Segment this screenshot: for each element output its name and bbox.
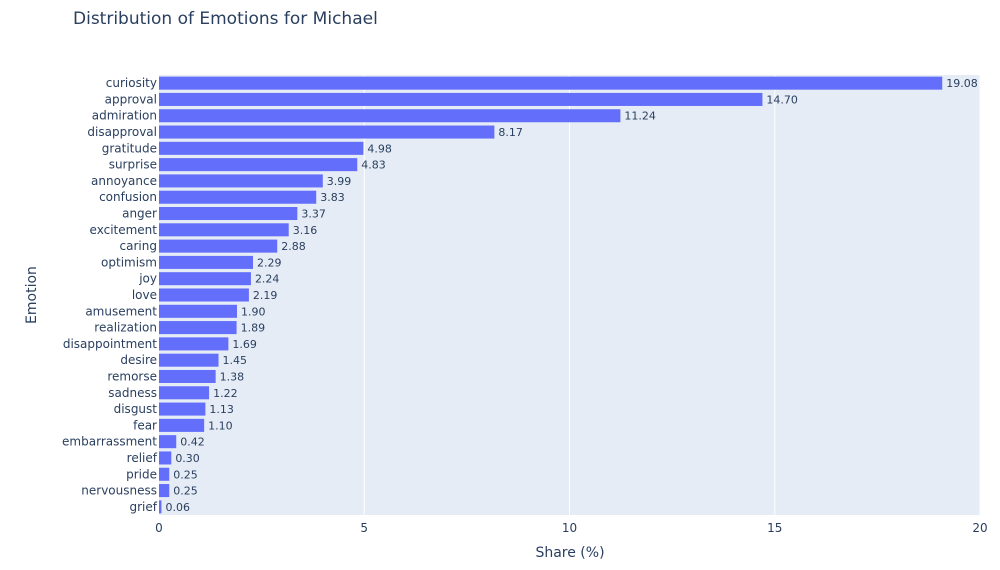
y-tick-label: disapproval (87, 125, 157, 139)
y-tick-label: approval (105, 92, 157, 106)
bar[interactable] (159, 76, 943, 90)
x-axis-ticks: 0 5 10 15 20 (155, 521, 987, 535)
bar[interactable] (159, 500, 162, 514)
bar[interactable] (159, 223, 289, 237)
x-tick-label: 0 (155, 521, 163, 535)
bar[interactable] (159, 158, 358, 172)
x-axis-title: Share (%) (535, 545, 604, 561)
x-tick-label: 15 (767, 521, 782, 535)
bar[interactable] (159, 369, 216, 383)
data-label: 1.45 (223, 354, 248, 367)
data-label: 2.29 (257, 256, 282, 269)
data-label: 1.69 (232, 338, 257, 351)
data-label: 1.89 (241, 322, 266, 335)
bar[interactable] (159, 435, 177, 449)
bar[interactable] (159, 255, 254, 269)
bar[interactable] (159, 402, 206, 416)
data-label: 0.06 (165, 501, 190, 514)
y-tick-label: surprise (109, 158, 157, 172)
data-label: 1.38 (220, 370, 245, 383)
data-label: 4.83 (361, 159, 386, 172)
y-tick-label: sadness (108, 386, 157, 400)
y-tick-label: joy (138, 272, 157, 286)
y-tick-label: remorse (107, 369, 157, 383)
bar[interactable] (159, 125, 495, 139)
y-tick-label: desire (120, 353, 157, 367)
data-label: 3.99 (327, 175, 352, 188)
data-label: 14.70 (766, 93, 798, 106)
y-tick-label: optimism (101, 255, 157, 269)
bar[interactable] (159, 109, 621, 123)
bar[interactable] (159, 304, 237, 318)
bar[interactable] (159, 321, 237, 335)
data-label: 0.30 (175, 452, 200, 465)
data-label: 1.22 (213, 387, 238, 400)
y-tick-label: disgust (114, 402, 158, 416)
bar[interactable] (159, 386, 210, 400)
y-tick-label: annoyance (91, 174, 157, 188)
bar[interactable] (159, 92, 763, 106)
data-label: 0.25 (173, 468, 198, 481)
y-tick-label: fear (133, 418, 157, 432)
bar[interactable] (159, 174, 323, 188)
data-label: 1.10 (208, 419, 233, 432)
data-label: 4.98 (367, 142, 392, 155)
y-tick-label: anger (122, 207, 157, 221)
bars (159, 76, 943, 514)
bar[interactable] (159, 190, 317, 204)
data-label: 1.13 (209, 403, 234, 416)
y-tick-label: amusement (85, 304, 157, 318)
bar[interactable] (159, 288, 249, 302)
y-tick-label: confusion (99, 190, 157, 204)
data-label: 2.19 (253, 289, 278, 302)
y-tick-label: pride (126, 467, 157, 481)
y-tick-label: love (132, 288, 157, 302)
y-tick-label: excitement (90, 223, 158, 237)
x-tick-label: 10 (562, 521, 577, 535)
grid-lines (363, 75, 981, 515)
bar[interactable] (159, 353, 219, 367)
y-tick-label: relief (127, 451, 158, 465)
data-label: 11.24 (624, 110, 656, 123)
y-axis-ticks: curiosity approval admiration disapproval gr… (62, 76, 158, 514)
data-label: 3.83 (320, 191, 345, 204)
bar[interactable] (159, 239, 278, 253)
data-labels: 19.08 14.70 11.24 8.17 4.98 4.83 3.99 3.83 3.37 3… (165, 77, 977, 514)
y-tick-label: admiration (92, 109, 157, 123)
y-tick-label: realization (94, 321, 157, 335)
data-label: 3.37 (301, 208, 326, 221)
data-label: 2.88 (281, 240, 306, 253)
bar[interactable] (159, 451, 172, 465)
data-label: 2.24 (255, 273, 280, 286)
chart-title: Distribution of Emotions for Michael (73, 9, 378, 29)
x-tick-label: 5 (360, 521, 368, 535)
y-axis-title: Emotion (24, 266, 40, 324)
bar[interactable] (159, 418, 205, 432)
x-tick-label: 20 (972, 521, 987, 535)
y-tick-label: grief (130, 500, 158, 514)
data-label: 19.08 (946, 77, 978, 90)
data-label: 1.90 (241, 305, 266, 318)
y-tick-label: gratitude (102, 141, 157, 155)
bar[interactable] (159, 337, 229, 351)
bar[interactable] (159, 141, 364, 155)
y-tick-label: embarrassment (62, 435, 157, 449)
data-label: 0.25 (173, 485, 198, 498)
data-label: 3.16 (293, 224, 318, 237)
data-label: 8.17 (498, 126, 523, 139)
y-tick-label: disappointment (63, 337, 157, 351)
y-tick-label: curiosity (106, 76, 157, 90)
bar[interactable] (159, 207, 298, 221)
bar[interactable] (159, 272, 251, 286)
data-label: 0.42 (180, 436, 205, 449)
y-tick-label: nervousness (81, 484, 157, 498)
y-tick-label: caring (120, 239, 157, 253)
bar[interactable] (159, 484, 170, 498)
bar[interactable] (159, 467, 170, 481)
